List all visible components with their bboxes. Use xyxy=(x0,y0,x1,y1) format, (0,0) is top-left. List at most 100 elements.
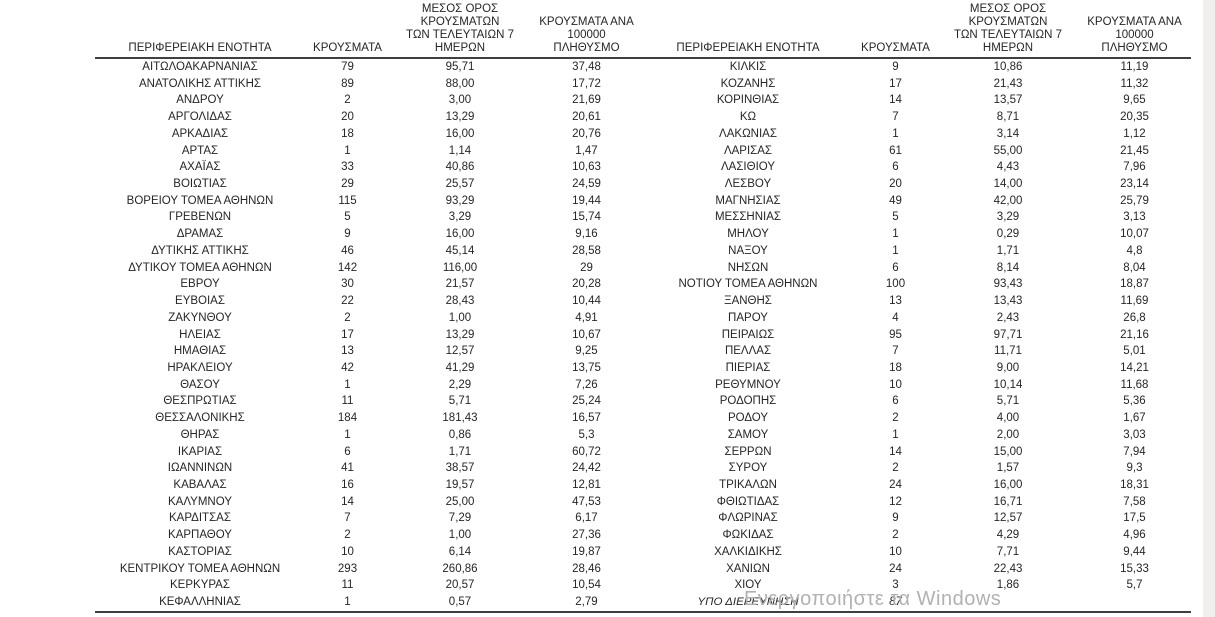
cases-cell: 87 xyxy=(889,596,902,608)
region-cell: ΡΟΔΟΠΗΣ xyxy=(719,395,777,408)
per100k-cell: 5,01 xyxy=(1123,345,1146,358)
region-cell: ΦΘΙΩΤΙΔΑΣ xyxy=(716,495,780,508)
per100k-cell: 37,48 xyxy=(572,61,601,73)
per100k-cell: 6,17 xyxy=(575,512,598,525)
avg7-cell: 3,00 xyxy=(448,94,472,107)
avg7-cell: 9,00 xyxy=(996,361,1020,374)
per100k-cell: 9,16 xyxy=(575,228,598,241)
per100k-cell: 20,28 xyxy=(572,278,601,291)
per100k-cell: 1,67 xyxy=(1123,412,1146,425)
per100k-cell: 10,63 xyxy=(572,161,601,174)
per100k-cell: 10,07 xyxy=(1120,228,1149,241)
region-cell: ΕΥΒΟΙΑΣ xyxy=(175,295,225,308)
per100k-cell: 8,04 xyxy=(1123,261,1146,274)
per100k-cell: 23,14 xyxy=(1120,178,1149,191)
region-cell: ΠΕΙΡΑΙΩΣ xyxy=(721,328,775,341)
region-cell: ΚΕΦΑΛΛΗΝΙΑΣ xyxy=(159,596,241,608)
region-cell: ΡΕΘΥΜΝΟΥ xyxy=(715,378,781,391)
per100k-cell: 1,47 xyxy=(575,144,598,157)
avg7-cell: 1,14 xyxy=(448,144,472,157)
region-cell: ΑΝΑΤΟΛΙΚΗΣ ΑΤΤΙΚΗΣ xyxy=(138,77,261,90)
per100k-cell: 10,44 xyxy=(572,295,601,308)
avg7-cell: 13,57 xyxy=(993,94,1023,107)
per100k-cell: 4,96 xyxy=(1123,529,1146,542)
avg7-cell: 1,57 xyxy=(996,462,1020,475)
region-cell: ΑΡΚΑΔΙΑΣ xyxy=(171,127,229,140)
avg7-cell: 88,00 xyxy=(445,77,475,90)
avg7-cell: 3,29 xyxy=(996,211,1020,224)
avg7-cell: 4,00 xyxy=(996,412,1020,425)
table-body: ΑΙΤΩΛΟΑΚΑΡΝΑΝΙΑΣ 79 95,71 37,48 ΚΙΛΚΙΣ 9 10,86… xyxy=(95,59,1191,613)
per100k-cell: 7,96 xyxy=(1123,161,1146,174)
window-edge-scrollbar-track[interactable] xyxy=(1203,0,1215,617)
cases-cell: 14 xyxy=(889,94,902,107)
per100k-cell: 7,94 xyxy=(1123,445,1146,458)
region-cell: ΚΟΡΙΝΘΙΑΣ xyxy=(716,94,780,107)
region-cell: ΝΑΞΟΥ xyxy=(728,244,768,257)
per100k-cell xyxy=(1078,594,1191,611)
region-cell: ΡΟΔΟΥ xyxy=(727,412,769,425)
avg7-cell: 0,29 xyxy=(996,228,1020,241)
per100k-cell: 15,33 xyxy=(1120,562,1149,575)
region-cell: ΚΑΛΥΜΝΟΥ xyxy=(168,495,232,508)
avg7-cell: 25,00 xyxy=(445,495,475,508)
cases-cell: 9 xyxy=(344,228,351,241)
cases-cell: 14 xyxy=(889,445,902,458)
cases-cell: 1 xyxy=(892,244,899,257)
per100k-cell: 7,26 xyxy=(575,378,598,391)
region-cell: ΒΟΙΩΤΙΑΣ xyxy=(173,178,227,191)
header-per100k-right: ΚΡΟΥΣΜΑΤΑ ΑΝΑ 100000 ΠΛΗΘΥΣΜΟ xyxy=(1087,16,1182,54)
avg7-cell: 3,29 xyxy=(448,211,472,224)
cases-cell: 142 xyxy=(337,261,358,274)
avg7-cell: 260,86 xyxy=(442,562,478,575)
region-cell: ΝΗΣΩΝ xyxy=(727,261,769,274)
cases-cell: 2 xyxy=(344,529,351,542)
region-cell: ΠΕΛΛΑΣ xyxy=(724,345,772,358)
per100k-cell: 5,36 xyxy=(1123,395,1146,408)
per100k-cell: 28,46 xyxy=(572,562,601,575)
region-cell: ΚΕΡΚΥΡΑΣ xyxy=(170,579,230,592)
avg7-cell: 1,00 xyxy=(448,311,472,324)
cases-cell: 79 xyxy=(341,61,354,73)
avg7-cell: 12,57 xyxy=(445,345,475,358)
per100k-cell: 60,72 xyxy=(572,445,601,458)
region-cell: ΞΑΝΘΗΣ xyxy=(724,295,772,308)
cases-cell: 11 xyxy=(341,579,354,592)
per100k-cell: 21,69 xyxy=(572,94,601,107)
per100k-cell: 20,61 xyxy=(572,111,601,124)
region-cell: ΔΡΑΜΑΣ xyxy=(176,228,224,241)
avg7-cell: 55,00 xyxy=(993,144,1023,157)
per100k-cell: 19,44 xyxy=(572,194,601,207)
cases-cell: 41 xyxy=(341,462,354,475)
cases-cell: 16 xyxy=(341,478,354,491)
per100k-cell: 3,03 xyxy=(1123,428,1146,441)
region-cell: ΗΡΑΚΛΕΙΟΥ xyxy=(167,361,233,374)
region-cell: ΑΧΑΪΑΣ xyxy=(179,161,221,174)
region-cell: ΚΑΡΠΑΘΟΥ xyxy=(168,529,232,542)
region-cell: ΣΥΡΟΥ xyxy=(728,462,768,475)
cases-cell: 61 xyxy=(889,144,902,157)
cases-cell: 42 xyxy=(341,361,354,374)
per100k-cell: 17,5 xyxy=(1123,512,1146,525)
region-cell: ΖΑΚΥΝΘΟΥ xyxy=(168,311,232,324)
avg7-cell: 93,29 xyxy=(445,194,475,207)
cases-cell: 2 xyxy=(344,94,351,107)
per100k-cell: 10,67 xyxy=(572,328,601,341)
per100k-cell: 21,45 xyxy=(1120,144,1149,157)
region-cell: ΒΟΡΕΙΟΥ ΤΟΜΕΑ ΑΘΗΝΩΝ xyxy=(126,194,274,207)
per100k-cell: 9,3 xyxy=(1126,462,1143,475)
region-cell: ΘΕΣΣΑΛΟΝΙΚΗΣ xyxy=(155,412,245,425)
avg7-cell: 181,43 xyxy=(442,412,478,425)
avg7-cell xyxy=(938,594,1078,611)
header-cases-left: ΚΡΟΥΣΜΑΤΑ xyxy=(305,3,390,55)
avg7-cell: 45,14 xyxy=(445,244,475,257)
cases-cell: 20 xyxy=(889,178,902,191)
per100k-cell: 24,59 xyxy=(572,178,601,191)
cases-cell: 7 xyxy=(892,111,899,124)
cases-cell: 184 xyxy=(337,412,358,425)
avg7-cell: 0,57 xyxy=(448,596,472,608)
per100k-cell: 11,19 xyxy=(1120,61,1149,73)
cases-cell: 10 xyxy=(889,378,902,391)
avg7-cell: 12,57 xyxy=(993,512,1023,525)
avg7-cell: 42,00 xyxy=(993,194,1023,207)
